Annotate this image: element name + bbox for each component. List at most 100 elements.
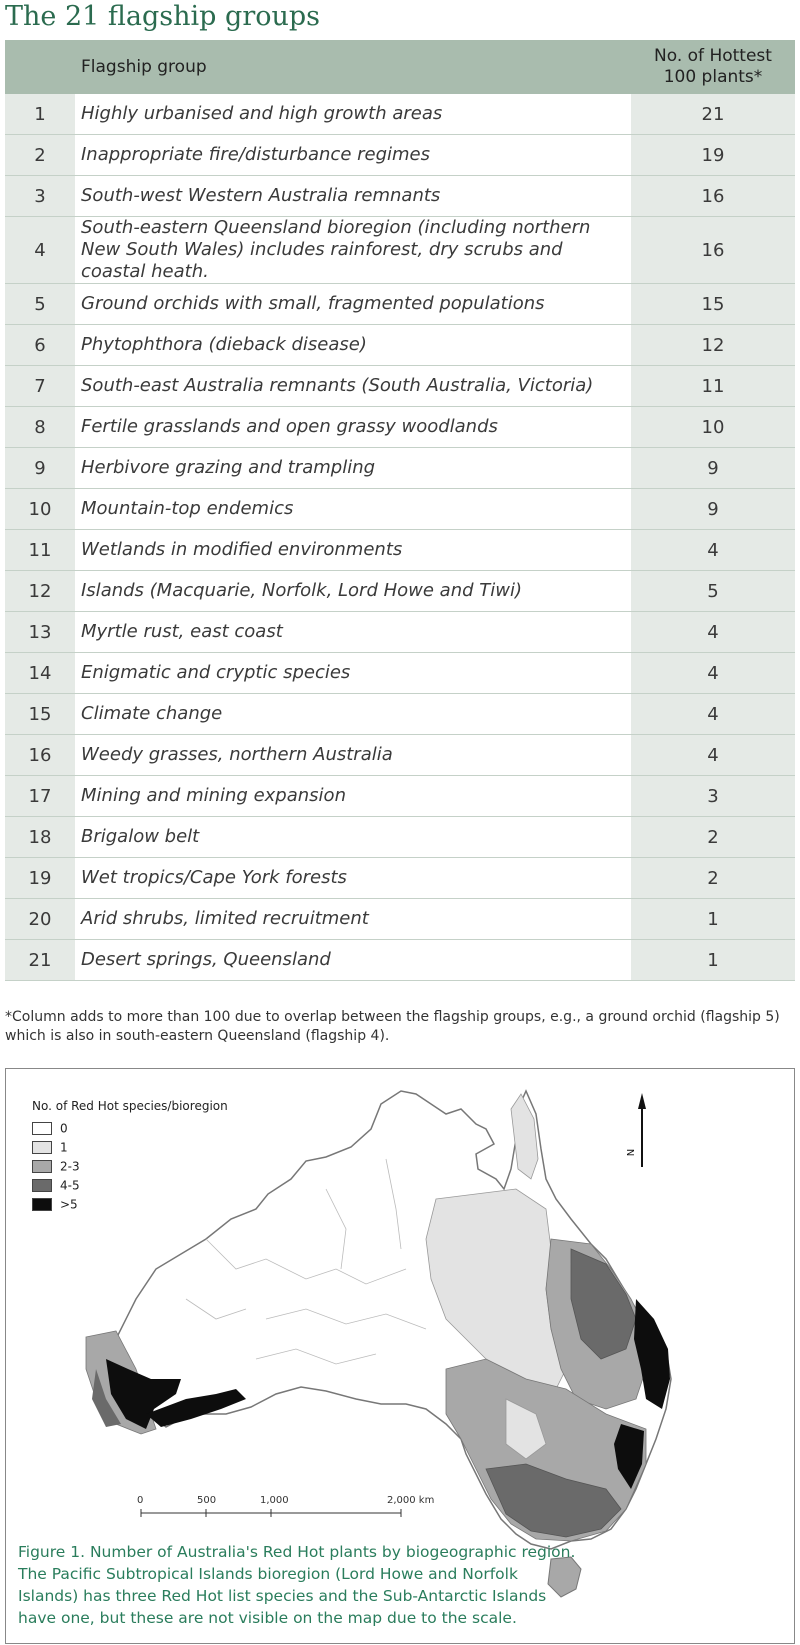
header-count-line1: No. of Hottest: [654, 46, 772, 66]
row-plant-count: 4: [631, 611, 795, 653]
table-row: 10 Mountain-top endemics 9: [5, 488, 795, 530]
row-flagship-group: Fertile grasslands and open grassy woodl…: [75, 406, 631, 448]
figure-caption: Figure 1. Number of Australia's Red Hot …: [18, 1543, 576, 1627]
map-bioregion-lines: [185, 1158, 427, 1365]
scale-label-0: 0: [137, 1495, 144, 1506]
row-number: 12: [5, 570, 75, 612]
row-flagship-group: Climate change: [75, 693, 631, 735]
row-number: 7: [5, 365, 75, 407]
row-number: 8: [5, 406, 75, 448]
map-region-light-sa: [505, 1398, 547, 1460]
legend-label: 0: [60, 1121, 68, 1136]
flagship-table: Flagship group No. of Hottest 100 plants…: [5, 40, 795, 981]
table-footnote: *Column adds to more than 100 due to ove…: [5, 1009, 780, 1044]
header-number: [5, 40, 75, 94]
table-row: 11 Wetlands in modified environments 4: [5, 529, 795, 571]
table-row: 20 Arid shrubs, limited recruitment 1: [5, 898, 795, 940]
row-number: 10: [5, 488, 75, 530]
row-number: 1: [5, 94, 75, 135]
map-region-black-southcoast: [146, 1389, 246, 1427]
legend-item: 0: [32, 1121, 68, 1136]
scale-label-2000: 2,000 km: [387, 1495, 435, 1506]
table-row: 6 Phytophthora (dieback disease) 12: [5, 324, 795, 366]
row-number: 2: [5, 134, 75, 176]
table-row: 4 South-eastern Queensland bioregion (inc…: [5, 216, 795, 284]
row-number: 16: [5, 734, 75, 776]
page-title: The 21 flagship groups: [5, 1, 321, 32]
map-region-dark-east: [570, 1248, 637, 1360]
row-flagship-group: Arid shrubs, limited recruitment: [75, 898, 631, 940]
row-plant-count: 16: [631, 175, 795, 217]
table-row: 16 Weedy grasses, northern Australia 4: [5, 734, 795, 776]
row-flagship-group: Phytophthora (dieback disease): [75, 324, 631, 366]
table-row: 7 South-east Australia remnants (South Au…: [5, 365, 795, 407]
table-row: 8 Fertile grasslands and open grassy wood…: [5, 406, 795, 448]
row-number: 5: [5, 283, 75, 325]
map-region-black-nsw: [614, 1424, 644, 1489]
row-plant-count: 11: [631, 365, 795, 407]
row-number: 11: [5, 529, 75, 571]
row-number: 18: [5, 816, 75, 858]
row-flagship-group: Highly urbanised and high growth areas: [75, 94, 631, 135]
legend-label: >5: [60, 1197, 78, 1212]
row-plant-count: 16: [631, 216, 795, 284]
legend-item: 1: [32, 1140, 68, 1155]
legend-swatch: [32, 1160, 52, 1173]
table-row: 21 Desert springs, Queensland 1: [5, 939, 795, 981]
legend-label: 1: [60, 1140, 68, 1155]
row-number: 3: [5, 175, 75, 217]
row-plant-count: 5: [631, 570, 795, 612]
scale-label-1000: 1,000: [260, 1495, 289, 1506]
table-row: 18 Brigalow belt 2: [5, 816, 795, 858]
scale-bar: 0 500 1,000 2,000 km: [137, 1495, 459, 1549]
legend-item: 4-5: [32, 1178, 80, 1193]
row-plant-count: 15: [631, 283, 795, 325]
table-row: 3 South-west Western Australia remnants 16: [5, 175, 795, 217]
row-flagship-group: South-eastern Queensland bioregion (incl…: [75, 216, 631, 284]
row-flagship-group: Desert springs, Queensland: [75, 939, 631, 981]
legend-label: 4-5: [60, 1178, 80, 1193]
row-flagship-group: South-west Western Australia remnants: [75, 175, 631, 217]
row-number: 20: [5, 898, 75, 940]
australia-map: [85, 1089, 672, 1598]
legend-item: 2-3: [32, 1159, 80, 1174]
table-row: 1 Highly urbanised and high growth areas 2…: [5, 94, 795, 135]
row-flagship-group: Weedy grasses, northern Australia: [75, 734, 631, 776]
row-plant-count: 4: [631, 693, 795, 735]
row-plant-count: 21: [631, 94, 795, 135]
map-figure: No. of Red Hot species/bioregion 0 1 2-3 4-…: [5, 1068, 795, 1644]
row-plant-count: 2: [631, 816, 795, 858]
row-flagship-group: Myrtle rust, east coast: [75, 611, 631, 653]
row-number: 14: [5, 652, 75, 694]
row-number: 19: [5, 857, 75, 899]
table-row: 5 Ground orchids with small, fragmented p…: [5, 283, 795, 325]
table-row: 9 Herbivore grazing and trampling 9: [5, 447, 795, 489]
row-flagship-group: Enigmatic and cryptic species: [75, 652, 631, 694]
north-arrow-head: [638, 1093, 646, 1109]
legend-swatch: [32, 1122, 52, 1135]
row-plant-count: 4: [631, 529, 795, 571]
scale-label-500: 500: [197, 1495, 217, 1506]
row-plant-count: 4: [631, 734, 795, 776]
table-row: 13 Myrtle rust, east coast 4: [5, 611, 795, 653]
row-number: 21: [5, 939, 75, 981]
table-row: 2 Inappropriate fire/disturbance regimes 1…: [5, 134, 795, 176]
table-row: 12 Islands (Macquarie, Norfolk, Lord Howe…: [5, 570, 795, 612]
row-flagship-group: Ground orchids with small, fragmented po…: [75, 283, 631, 325]
row-plant-count: 1: [631, 898, 795, 940]
legend-title: No. of Red Hot species/bioregion: [32, 1099, 228, 1113]
row-plant-count: 2: [631, 857, 795, 899]
row-number: 17: [5, 775, 75, 817]
map-region-light-north: [510, 1093, 539, 1180]
row-flagship-group: Wet tropics/Cape York forests: [75, 857, 631, 899]
legend-swatch: [32, 1198, 52, 1211]
map-region-dark-southwest: [92, 1369, 121, 1427]
row-flagship-group: Mining and mining expansion: [75, 775, 631, 817]
table-header-row: Flagship group No. of Hottest 100 plants…: [5, 40, 795, 94]
row-flagship-group: Herbivore grazing and trampling: [75, 447, 631, 489]
header-count: No. of Hottest 100 plants*: [631, 40, 795, 94]
row-plant-count: 19: [631, 134, 795, 176]
table-row: 19 Wet tropics/Cape York forests 2: [5, 857, 795, 899]
map-region-black-east: [634, 1299, 670, 1409]
row-number: 4: [5, 216, 75, 284]
